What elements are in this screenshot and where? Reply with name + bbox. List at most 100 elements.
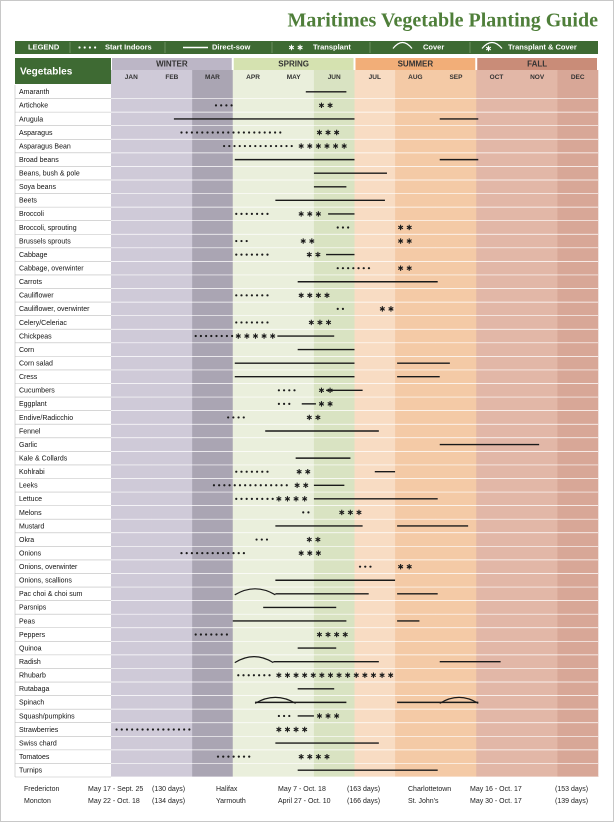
dot [237, 131, 240, 134]
vegetable-name: Onions [19, 550, 42, 557]
dot [223, 484, 226, 487]
dot [271, 497, 274, 500]
asterisk [302, 496, 308, 502]
vegetable-name: Corn [19, 347, 34, 354]
legend-symbol [481, 41, 503, 52]
vegetable-name: Rhubarb [19, 673, 46, 680]
dot [233, 144, 236, 148]
dot [194, 334, 197, 338]
asterisk [284, 496, 291, 502]
frost-place: Yarmouth [216, 798, 246, 805]
vegetable-name: Chickpeas [19, 333, 52, 340]
span-transplant [306, 414, 321, 421]
asterisk [339, 509, 345, 516]
asterisk [252, 333, 259, 339]
span-indoor [235, 212, 269, 216]
dot [225, 104, 228, 107]
vegetable-name: Arugula [19, 116, 43, 123]
span-transplant [276, 672, 394, 678]
vegetable-name: Lettuce [19, 496, 42, 503]
asterisk [298, 211, 304, 217]
dot [247, 131, 251, 134]
dot [131, 728, 134, 731]
dot [235, 470, 238, 473]
dot [242, 416, 245, 419]
dot [240, 497, 243, 500]
frost-place: Halifax [216, 786, 238, 793]
dot [249, 144, 252, 148]
vegetable-name: Rutabaga [19, 686, 49, 693]
dot [253, 131, 256, 134]
frost-days: (130 days) [152, 786, 185, 793]
vegetable-name: Melons [19, 510, 42, 517]
season-band [233, 58, 354, 70]
dot [227, 416, 230, 419]
asterisk [276, 672, 282, 678]
dot [245, 239, 248, 243]
vegetable-name: Cauliflower, overwinter [19, 306, 90, 313]
row-header-box [15, 58, 111, 84]
dot [240, 470, 243, 473]
month-column [476, 70, 518, 777]
span-transplant [397, 265, 412, 271]
dot [237, 416, 240, 419]
dot [227, 552, 230, 555]
vegetable-name: Garlic [19, 442, 38, 449]
dot [261, 470, 264, 473]
vegetable-name: Radish [19, 659, 41, 666]
asterisk [342, 631, 348, 638]
vegetable-name: Amaranth [19, 89, 49, 96]
frost-days: (163 days) [347, 786, 380, 793]
dot [341, 226, 345, 229]
vegetable-name: Soya beans [19, 184, 56, 191]
asterisk [325, 129, 331, 136]
asterisk [485, 45, 492, 52]
span-indoor [277, 389, 296, 392]
dot [282, 714, 286, 718]
dot [248, 755, 251, 758]
span-transplant [294, 482, 309, 488]
asterisk [306, 251, 312, 258]
month-column [435, 70, 477, 777]
asterisk [397, 224, 404, 231]
dot [212, 484, 216, 487]
vegetable-name: Spinach [19, 700, 44, 707]
dot [282, 389, 286, 392]
dot [280, 144, 283, 148]
asterisk [370, 672, 377, 678]
span-transplant [276, 496, 308, 502]
vegetable-name: Carrots [19, 279, 42, 286]
span-transplant [316, 129, 340, 136]
legend-symbol [392, 41, 413, 49]
dot [221, 131, 225, 134]
frost-dates: May 22 - Oct. 18 [88, 798, 140, 805]
asterisk [261, 333, 267, 339]
dot [255, 497, 259, 500]
vegetable-name: Onions, overwinter [19, 564, 78, 571]
dot [261, 212, 264, 216]
season-band [112, 58, 232, 70]
month-column [313, 70, 355, 777]
asterisk [298, 292, 304, 299]
dot [188, 728, 191, 731]
span-indoor [302, 511, 310, 514]
asterisk [270, 333, 276, 339]
span-indoor [194, 334, 234, 338]
dot [255, 212, 259, 216]
span-transplant [276, 726, 308, 733]
asterisk [307, 753, 313, 760]
dot [249, 484, 252, 487]
dot [223, 144, 226, 148]
span-transplant [306, 251, 321, 258]
dot [250, 212, 253, 216]
vegetable-name: Endive/Radicchio [19, 415, 73, 422]
dot [210, 334, 213, 338]
dot [364, 565, 367, 568]
dot [235, 239, 238, 243]
dot [220, 633, 223, 636]
dot [94, 46, 97, 49]
asterisk [293, 726, 299, 733]
dot [206, 131, 209, 134]
asterisk [284, 726, 291, 733]
dot [230, 334, 234, 338]
